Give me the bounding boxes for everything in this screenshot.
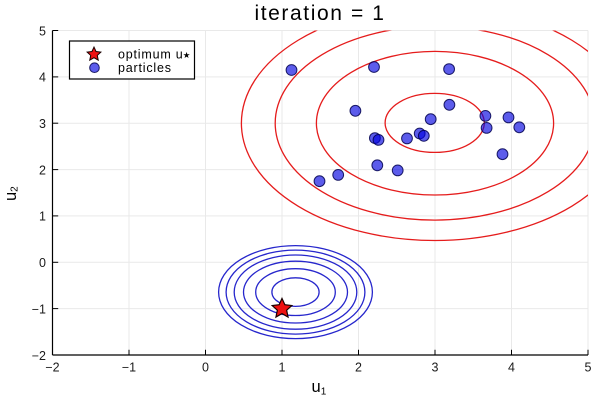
- svg-text:5: 5: [39, 24, 46, 38]
- svg-text:particles: particles: [118, 61, 172, 75]
- svg-text:optimum u: optimum u: [118, 48, 184, 62]
- svg-text:−2: −2: [32, 349, 46, 363]
- svg-text:★: ★: [183, 50, 191, 60]
- svg-text:4: 4: [508, 361, 515, 375]
- svg-text:−2: −2: [45, 361, 59, 375]
- svg-text:1: 1: [39, 210, 46, 224]
- svg-text:3: 3: [432, 361, 439, 375]
- svg-text:5: 5: [585, 361, 592, 375]
- svg-text:iteration = 1: iteration = 1: [254, 2, 385, 25]
- svg-text:−1: −1: [32, 302, 46, 316]
- svg-text:1: 1: [279, 361, 286, 375]
- svg-text:0: 0: [202, 361, 209, 375]
- svg-text:0: 0: [39, 256, 46, 270]
- svg-text:4: 4: [39, 71, 46, 85]
- svg-text:−1: −1: [122, 361, 136, 375]
- svg-text:2: 2: [355, 361, 362, 375]
- svg-text:2: 2: [39, 163, 46, 177]
- svg-text:3: 3: [39, 117, 46, 131]
